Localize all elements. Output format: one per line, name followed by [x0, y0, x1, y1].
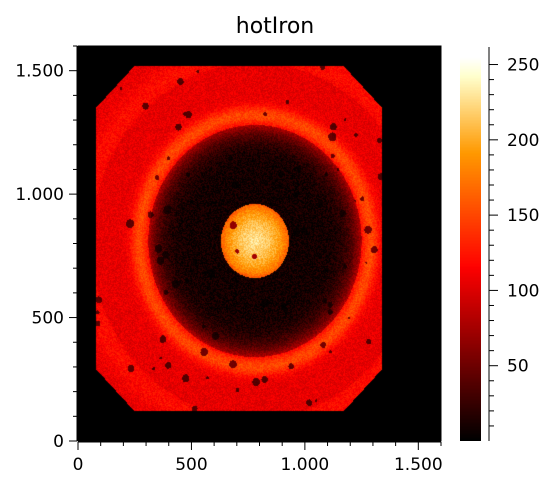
- y-tick-label: 500: [32, 309, 64, 329]
- x-axis: 0 500 1.000 1.500: [73, 441, 443, 475]
- x-tick-label: 0: [73, 455, 84, 475]
- y-axis: 0 500 1.000 1.500: [15, 45, 78, 452]
- y-tick-label: 0: [53, 432, 64, 452]
- colorbar-tick-label: 250: [507, 56, 539, 76]
- x-tick-label: 1.000: [281, 455, 330, 475]
- y-tick-label: 1.000: [15, 185, 64, 205]
- colorbar-axis: 50 100 150 200 250: [488, 47, 539, 441]
- colorbar-tick-label: 150: [507, 206, 539, 226]
- colorbar-tick-label: 50: [507, 357, 529, 377]
- colorbar-tick-label: 200: [507, 131, 539, 151]
- colorbar: 50 100 150 200 250: [460, 47, 539, 441]
- x-tick-label: 500: [175, 455, 207, 475]
- plot-frame: [77, 45, 442, 442]
- colorbar-tick-label: 100: [507, 281, 539, 301]
- heatmap-image: [78, 46, 441, 441]
- plot-area: [77, 45, 442, 442]
- y-tick-label: 1.500: [15, 62, 64, 82]
- x-tick-label: 1.500: [394, 455, 443, 475]
- colorbar-gradient: [460, 57, 481, 441]
- chart-title: hotIron: [236, 14, 314, 39]
